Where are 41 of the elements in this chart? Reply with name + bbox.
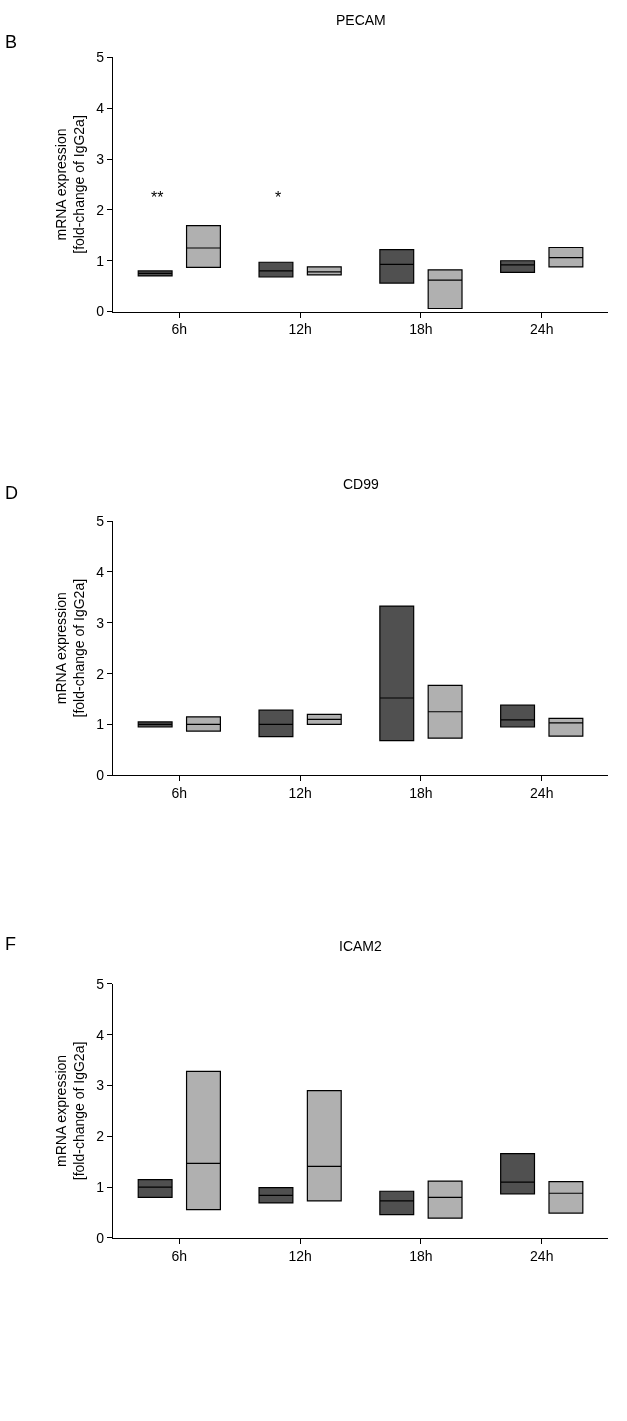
y-tick-label: 3 [96, 614, 105, 631]
text: D [5, 483, 18, 503]
annotation: * [275, 189, 282, 206]
x-tick-label: 6h [171, 1247, 188, 1264]
x-tick-label: 6h [171, 785, 188, 802]
y-tick-label: 1 [96, 1179, 105, 1196]
y-axis-title: mRNA expression [fold-change of IgG2a] [52, 115, 87, 254]
x-tick-label: 24h [530, 785, 554, 802]
y-tick-label: 3 [96, 150, 105, 167]
x-tick-label: 18h [409, 321, 433, 338]
y-tick-label: 0 [96, 1229, 105, 1246]
x-tick-label: 6h [171, 321, 188, 338]
y-tick-label: 0 [96, 767, 105, 784]
y-tick-label: 4 [96, 100, 105, 117]
y-tick-label: 1 [96, 252, 105, 269]
chart-title: ICAM2 [339, 938, 382, 954]
x-tick-label: 24h [530, 321, 554, 338]
y-tick-label: 0 [96, 303, 105, 320]
y-tick-label: 3 [96, 1077, 105, 1094]
y-tick-label: 5 [96, 975, 105, 992]
y-tick-label: 2 [96, 665, 105, 682]
chart-title: CD99 [343, 476, 380, 492]
y-tick-label: 4 [96, 1026, 105, 1043]
y-tick-label: 2 [96, 201, 105, 218]
y-tick-label: 5 [96, 513, 105, 530]
x-tick-label: 12h [288, 785, 312, 802]
x-tick-label: 18h [409, 785, 433, 802]
y-tick-label: 5 [96, 49, 105, 66]
y-axis-title: mRNA expression [fold-change of IgG2a] [52, 1041, 87, 1181]
y-tick-label: 2 [96, 1128, 105, 1145]
text: F [5, 934, 16, 954]
x-tick-label: 12h [288, 321, 312, 338]
x-tick-label: 24h [530, 1247, 554, 1264]
y-axis-title: mRNA expression [fold-change of IgG2a] [52, 578, 87, 718]
y-tick-label: 1 [96, 716, 105, 733]
text: B [5, 32, 18, 52]
chart-title: PECAM [336, 12, 386, 28]
x-tick-label: 12h [288, 1247, 312, 1264]
y-tick-label: 4 [96, 563, 105, 580]
annotation: ** [151, 189, 164, 206]
x-tick-label: 18h [409, 1247, 433, 1264]
